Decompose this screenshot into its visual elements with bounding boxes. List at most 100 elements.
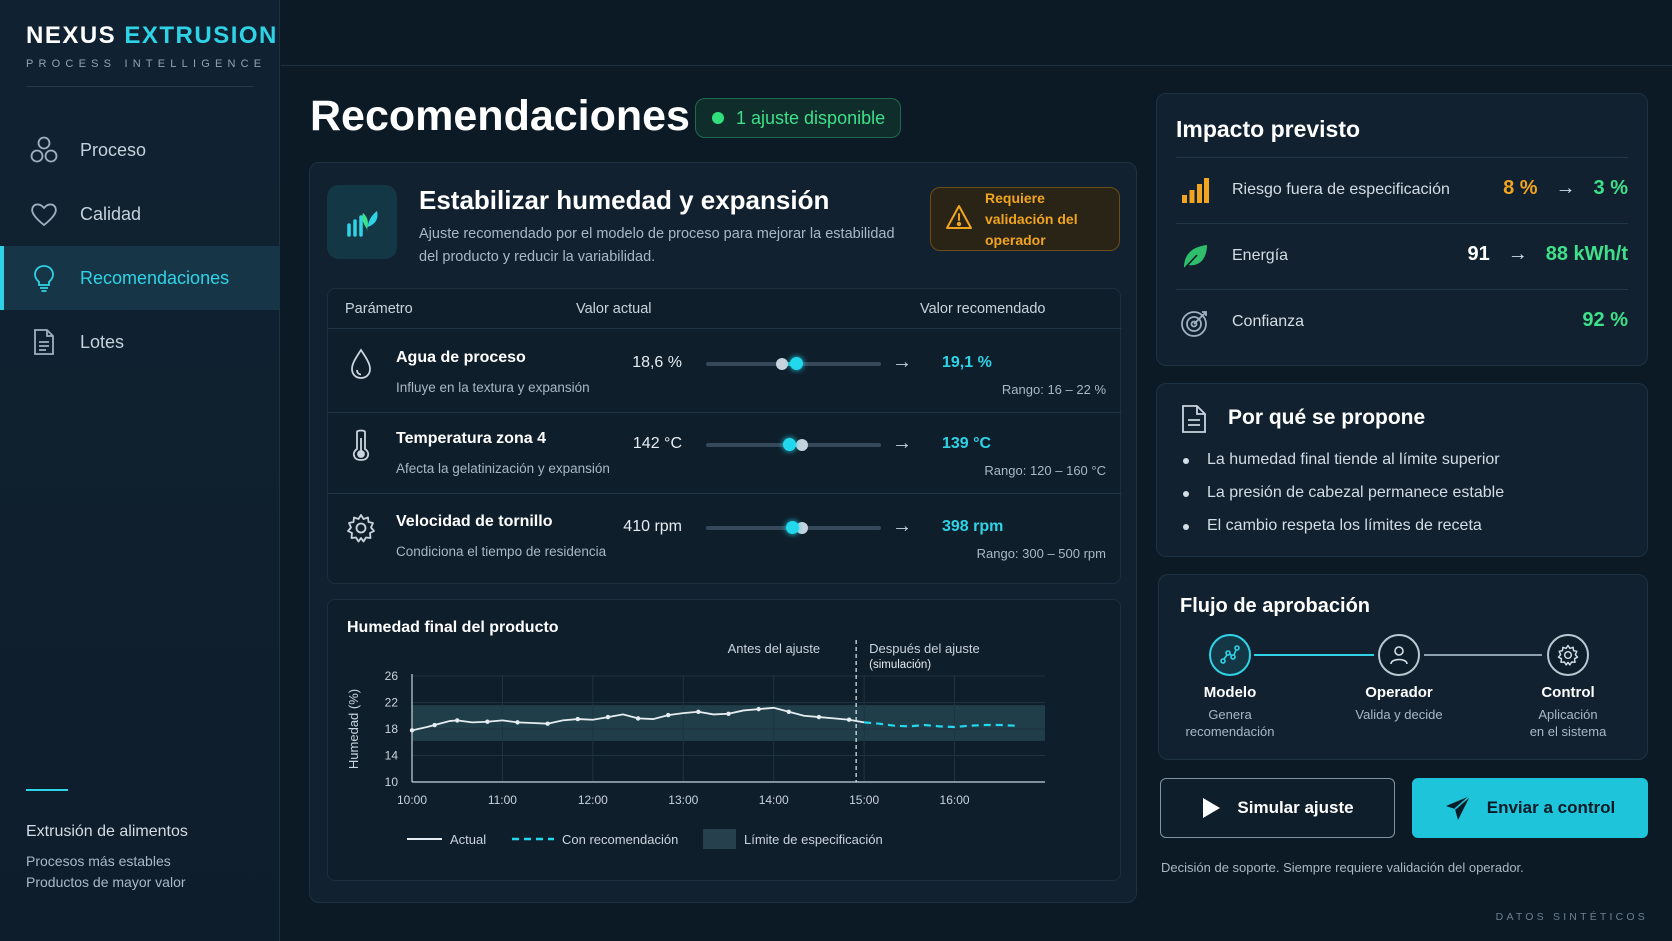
chart-title: Humedad final del producto xyxy=(347,619,559,636)
data-point xyxy=(515,720,520,725)
approval-flow-card: Flujo de aprobación Modelo Genera recome… xyxy=(1158,574,1648,760)
page-title: Recomendaciones xyxy=(310,92,690,140)
moisture-chart-card: Humedad final del producto 10 14 18 22 26 10:… xyxy=(327,599,1121,881)
impact-label: Riesgo fuera de especificación xyxy=(1232,181,1450,198)
list-item: La humedad final tiende al límite superi… xyxy=(1181,451,1504,484)
param-range: Rango: 16 – 22 % xyxy=(1001,382,1106,397)
simulate-adjustment-button[interactable]: Simular ajuste xyxy=(1160,778,1395,838)
document-icon xyxy=(1181,404,1209,436)
flow-connector xyxy=(1254,654,1374,656)
button-label: Simular ajuste xyxy=(1237,798,1354,817)
water-drop-icon xyxy=(346,347,376,381)
why-title: Por qué se propone xyxy=(1228,406,1426,429)
flow-step-control: Control Aplicación en el sistema xyxy=(1493,634,1643,740)
gear-icon xyxy=(1547,634,1589,676)
sidebar-item-proceso[interactable]: Proceso xyxy=(0,118,280,182)
recommendation-card: Estabilizar humedad y expansión Ajuste r… xyxy=(309,162,1137,903)
sidebar-item-label: Proceso xyxy=(80,139,147,160)
support-note: Decisión de soporte. Siempre requiere va… xyxy=(1161,860,1524,875)
sidebar-item-lotes[interactable]: Lotes xyxy=(0,310,280,374)
accent-divider xyxy=(26,789,68,791)
param-recommended-value: 398 rpm xyxy=(942,518,1004,535)
brand-subtitle: PROCESS INTELLIGENCE xyxy=(26,58,267,70)
slider-current-knob[interactable] xyxy=(796,439,809,451)
impact-row-confidence: Confianza 92 % xyxy=(1176,289,1628,355)
param-range-slider[interactable] xyxy=(706,438,881,451)
slider-recommended-knob[interactable] xyxy=(783,438,797,451)
impact-to-value: 3 % xyxy=(1593,177,1628,199)
status-text: 1 ajuste disponible xyxy=(736,107,886,128)
flow-connector xyxy=(1424,654,1542,656)
impact-value: 91 → 88 kWh/t xyxy=(1468,243,1629,266)
grid-layer xyxy=(411,675,1045,783)
column-header-recommended: Valor recomendado xyxy=(920,301,1046,317)
y-tick-label: 14 xyxy=(385,749,399,763)
slider-current-knob[interactable] xyxy=(796,522,809,534)
table-row: Velocidad de tornillo Condiciona el tiem… xyxy=(328,493,1122,577)
series-layer xyxy=(409,706,1015,733)
param-range: Rango: 120 – 160 °C xyxy=(984,463,1106,478)
impact-row-risk: Riesgo fuera de especificación 8 % → 3 % xyxy=(1176,157,1628,223)
legend-spec-swatch xyxy=(703,829,736,849)
arrow-right-icon: → xyxy=(1555,177,1576,199)
status-dot-icon xyxy=(712,112,724,124)
impact-label: Confianza xyxy=(1232,313,1305,330)
impact-to-value: 88 kWh/t xyxy=(1545,243,1628,265)
play-icon xyxy=(1201,797,1221,819)
sidebar-item-label: Calidad xyxy=(80,203,142,224)
target-icon xyxy=(1180,308,1210,338)
param-name: Velocidad de tornillo xyxy=(396,513,553,530)
param-range: Rango: 300 – 500 rpm xyxy=(976,546,1106,561)
button-label: Enviar a control xyxy=(1486,798,1616,817)
data-point xyxy=(575,716,580,722)
sprout-icon xyxy=(327,185,397,259)
sidebar: NEXUS EXTRUSION PROCESS INTELLIGENCE Pro… xyxy=(0,0,280,941)
table-row: Temperatura zona 4 Afecta la gelatinizac… xyxy=(328,410,1122,494)
after-adjustment-label: Después del ajuste xyxy=(869,641,980,656)
recommendation-title: Estabilizar humedad y expansión xyxy=(419,185,830,215)
brand-logo: NEXUS EXTRUSION PROCESS INTELLIGENCE xyxy=(26,22,278,70)
flow-step-model: Modelo Genera recomendación xyxy=(1155,634,1305,740)
sidebar-footer: Extrusión de alimentos Procesos más esta… xyxy=(26,823,188,893)
flow-step-desc: en el sistema xyxy=(1529,724,1607,739)
x-tick-label: 13:00 xyxy=(668,793,698,807)
sidebar-item-recomendaciones[interactable]: Recomendaciones xyxy=(0,246,280,310)
sidebar-item-calidad[interactable]: Calidad xyxy=(0,182,280,246)
flow-step-name: Operador xyxy=(1365,684,1433,701)
data-point xyxy=(605,714,611,720)
send-to-control-button[interactable]: Enviar a control xyxy=(1412,778,1648,838)
impact-label: Energía xyxy=(1232,247,1289,264)
thermometer-icon xyxy=(346,428,376,462)
column-header-current: Valor actual xyxy=(576,301,652,317)
sidebar-nav: Proceso Calidad Recomendaciones Lotes xyxy=(0,118,280,374)
flow-step-desc: Genera xyxy=(1208,707,1252,722)
table-row: Agua de proceso Influye en la textura y … xyxy=(328,329,1122,413)
slider-current-knob[interactable] xyxy=(775,358,788,370)
impact-title: Impacto previsto xyxy=(1176,116,1361,142)
param-recommended-value: 19,1 % xyxy=(942,354,992,371)
chart-legend: Actual Con recomendación Límite de espec… xyxy=(407,829,883,849)
param-current-value: 410 rpm xyxy=(623,518,682,535)
slider-recommended-knob[interactable] xyxy=(785,521,799,534)
data-point xyxy=(635,716,641,721)
warning-text: Requiere validación del operador xyxy=(985,189,1078,248)
legend-recommended: Con recomendación xyxy=(562,832,678,847)
slider-recommended-knob[interactable] xyxy=(790,357,804,370)
y-axis-label: Humedad (%) xyxy=(346,689,361,769)
data-point xyxy=(666,712,671,718)
legend-spec: Límite de especificación xyxy=(744,832,883,847)
y-tick-label: 26 xyxy=(385,669,399,683)
bar-chart-icon xyxy=(1180,176,1210,206)
parameters-table: Parámetro Valor actual Valor recomendado… xyxy=(327,288,1122,584)
leaf-icon xyxy=(1180,242,1210,272)
sidebar-footer-line: Productos de mayor valor xyxy=(26,874,186,890)
x-tick-label: 11:00 xyxy=(488,793,517,807)
warning-triangle-icon xyxy=(945,204,973,235)
moisture-line-chart: 10 14 18 22 26 10:00 11:00 12:00 13:00 14:00 15:00… xyxy=(346,640,1045,849)
param-range-slider[interactable] xyxy=(706,357,881,370)
table-header: Parámetro Valor actual Valor recomendado xyxy=(328,289,1122,329)
topbar-divider xyxy=(281,65,1672,66)
param-range-slider[interactable] xyxy=(706,521,881,534)
status-badge: 1 ajuste disponible xyxy=(695,98,901,138)
sidebar-footer-title: Extrusión de alimentos xyxy=(26,823,188,840)
